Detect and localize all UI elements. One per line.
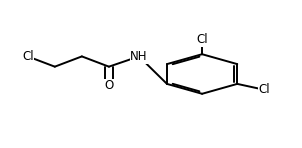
Text: Cl: Cl xyxy=(259,83,270,96)
Text: NH: NH xyxy=(130,50,148,63)
Text: Cl: Cl xyxy=(196,33,208,46)
Text: Cl: Cl xyxy=(22,50,34,63)
Text: O: O xyxy=(104,79,114,92)
